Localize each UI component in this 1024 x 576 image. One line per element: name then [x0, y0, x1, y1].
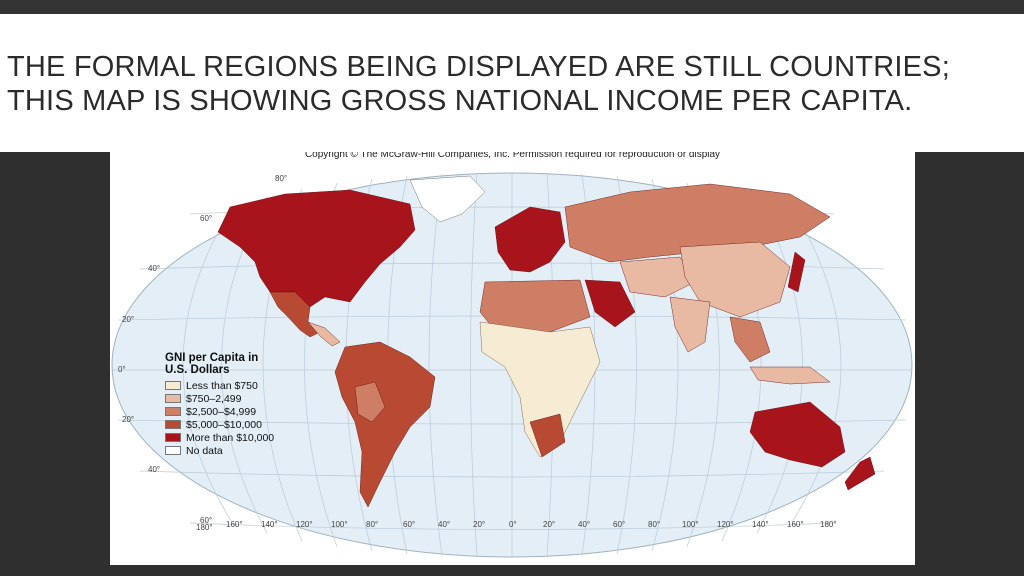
legend-swatch	[165, 433, 181, 442]
lat-label-0: 0°	[118, 365, 126, 374]
legend-item: $5,000–$10,000	[165, 418, 305, 431]
legend-item-label: $5,000–$10,000	[186, 418, 262, 431]
region-mexico	[269, 291, 321, 338]
region-central-asia	[619, 256, 696, 298]
lon-label: 80°	[648, 520, 661, 529]
legend-item-label: $750–2,499	[186, 392, 242, 405]
region-bolivia-peru	[354, 381, 386, 423]
lon-label: 160°	[787, 520, 804, 529]
region-australia	[749, 401, 846, 468]
region-japan	[787, 251, 806, 293]
lon-label: 120°	[717, 520, 734, 529]
lat-label-40s: 40°	[148, 465, 161, 474]
legend-item: $2,500–$4,999	[165, 405, 305, 418]
region-new-zealand	[844, 456, 876, 491]
lon-label: 20°	[543, 520, 556, 529]
lon-label: 40°	[578, 520, 591, 529]
legend-item: $750–2,499	[165, 392, 305, 405]
region-southeast-asia	[729, 316, 771, 363]
legend-item: Less than $750	[165, 379, 305, 392]
legend-swatch	[165, 407, 181, 416]
legend-swatch	[165, 420, 181, 429]
legend-item-label: $2,500–$4,999	[186, 405, 257, 418]
legend-item-label: No data	[186, 444, 223, 457]
region-greenland	[409, 175, 486, 223]
slide-title-line-1: THE FORMAL REGIONS BEING DISPLAYED ARE S…	[7, 51, 950, 83]
slide-title: THE FORMAL REGIONS BEING DISPLAYED ARE S…	[7, 50, 1007, 118]
lon-label: 120°	[296, 520, 313, 529]
lat-label-20n: 20°	[122, 315, 135, 324]
legend-title-line-2: U.S. Dollars	[165, 364, 230, 376]
lon-label: 100°	[331, 520, 348, 529]
lat-label-60s: 60°	[200, 516, 213, 525]
region-china	[679, 241, 791, 318]
legend-swatch	[165, 381, 181, 390]
legend-item-label: Less than $750	[186, 379, 258, 392]
region-indonesia	[749, 366, 831, 385]
legend-item: More than $10,000	[165, 431, 305, 444]
lon-label: 60°	[403, 520, 416, 529]
map-legend: GNI per Capita in U.S. Dollars Less than…	[165, 352, 305, 457]
lon-label: 0°	[509, 520, 517, 529]
lon-label: 140°	[752, 520, 769, 529]
legend-title-line-1: GNI per Capita in	[165, 352, 259, 364]
region-south-africa	[529, 413, 566, 458]
region-europe-west	[494, 206, 566, 273]
lat-label-40n: 40°	[148, 264, 161, 273]
lon-label: 20°	[473, 520, 486, 529]
lat-label-60n: 60°	[200, 214, 213, 223]
lon-label: 60°	[613, 520, 626, 529]
copyright-notice: Copyright © The McGraw-Hill Companies, I…	[304, 152, 721, 160]
lon-label: 180°	[820, 520, 837, 529]
legend-item-label: More than $10,000	[186, 431, 275, 444]
lon-label: 160°	[226, 520, 243, 529]
region-north-america	[217, 189, 416, 308]
lon-label: 180°	[196, 523, 213, 532]
legend-item: No data	[165, 444, 305, 457]
legend-title: GNI per Capita in U.S. Dollars	[165, 352, 305, 376]
legend-swatch	[165, 446, 181, 455]
lon-label: 140°	[261, 520, 278, 529]
slide-title-line-2: THIS MAP IS SHOWING GROSS NATIONAL INCOM…	[7, 85, 913, 117]
top-bar	[0, 0, 1024, 14]
region-south-america	[334, 341, 436, 508]
lon-label: 80°	[366, 520, 379, 529]
gni-world-map: Copyright © The McGraw-Hill Companies, I…	[110, 152, 915, 565]
region-india	[669, 296, 711, 353]
map-graphic	[111, 172, 913, 558]
region-central-america	[307, 321, 341, 347]
lat-label-80n: 80°	[275, 174, 288, 183]
lat-label-20s: 20°	[122, 415, 135, 424]
region-russia	[564, 183, 831, 263]
lon-label: 40°	[438, 520, 451, 529]
lon-label: 100°	[682, 520, 699, 529]
title-panel: THE FORMAL REGIONS BEING DISPLAYED ARE S…	[0, 14, 1024, 152]
region-arabia	[584, 279, 636, 328]
legend-swatch	[165, 394, 181, 403]
